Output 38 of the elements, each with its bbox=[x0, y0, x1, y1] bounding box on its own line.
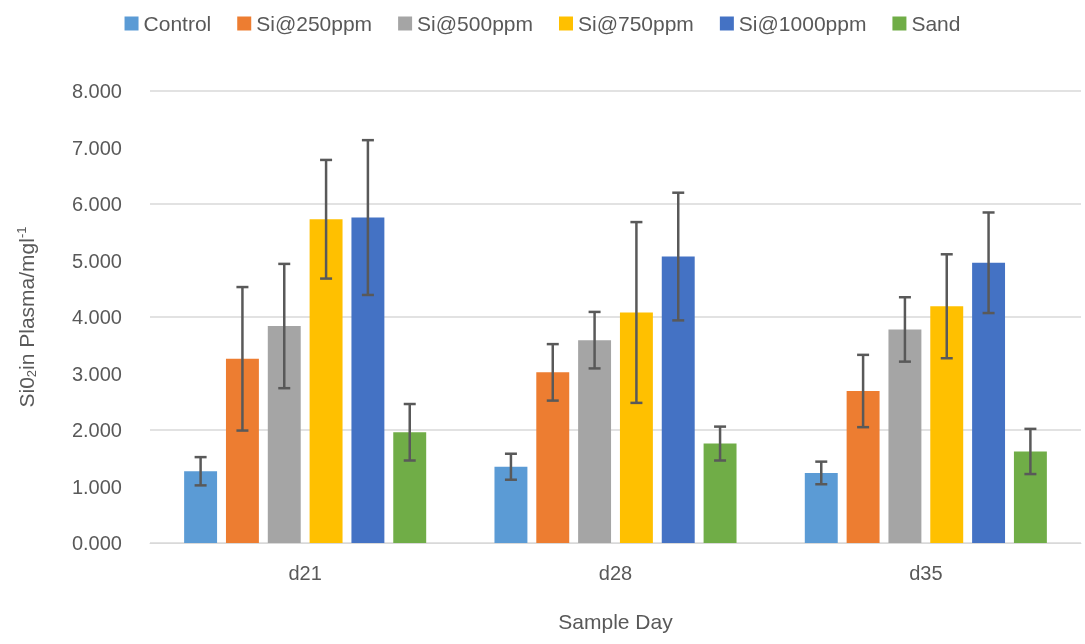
legend-label: Si@1000ppm bbox=[738, 12, 867, 35]
legend-label: Si@250ppm bbox=[256, 12, 373, 35]
y-tick-label: 7.000 bbox=[71, 136, 122, 159]
y-tick-label: 6.000 bbox=[71, 193, 122, 215]
y-tick-label: 8.000 bbox=[71, 80, 122, 102]
y-tick-label: 0.000 bbox=[71, 532, 122, 554]
bar bbox=[703, 443, 737, 543]
bar bbox=[267, 326, 301, 543]
x-tick-label: d21 bbox=[288, 562, 322, 584]
legend-label: Si@750ppm bbox=[577, 12, 694, 35]
bar bbox=[309, 219, 343, 543]
bar bbox=[1013, 451, 1047, 543]
bar bbox=[972, 262, 1006, 543]
bar bbox=[184, 471, 218, 543]
x-tick-label: d35 bbox=[909, 562, 943, 584]
x-tick-label: d28 bbox=[598, 562, 633, 584]
legend-label: Si@500ppm bbox=[417, 12, 533, 35]
bar bbox=[578, 340, 612, 543]
bar bbox=[393, 432, 427, 543]
y-tick-label: 1.000 bbox=[71, 475, 122, 498]
y-tick-label: 4.000 bbox=[71, 306, 122, 328]
bar bbox=[846, 391, 880, 543]
bar bbox=[619, 312, 653, 543]
bar bbox=[536, 372, 570, 543]
bar bbox=[804, 472, 838, 543]
bar bbox=[225, 358, 259, 543]
bar bbox=[888, 329, 922, 543]
y-tick-label: 3.000 bbox=[71, 362, 122, 385]
x-axis-title: Sample Day bbox=[558, 610, 674, 633]
y-tick-label: 2.000 bbox=[71, 419, 122, 441]
legend-label: Control bbox=[143, 12, 212, 35]
bar bbox=[930, 306, 964, 543]
bar bbox=[661, 256, 695, 543]
bar bbox=[494, 466, 528, 543]
y-tick-label: 5.000 bbox=[71, 249, 122, 272]
legend-label: Sand bbox=[911, 12, 961, 35]
bar bbox=[351, 217, 385, 543]
y-axis-title: Si02in Plasma/mgl-1 bbox=[14, 226, 39, 408]
